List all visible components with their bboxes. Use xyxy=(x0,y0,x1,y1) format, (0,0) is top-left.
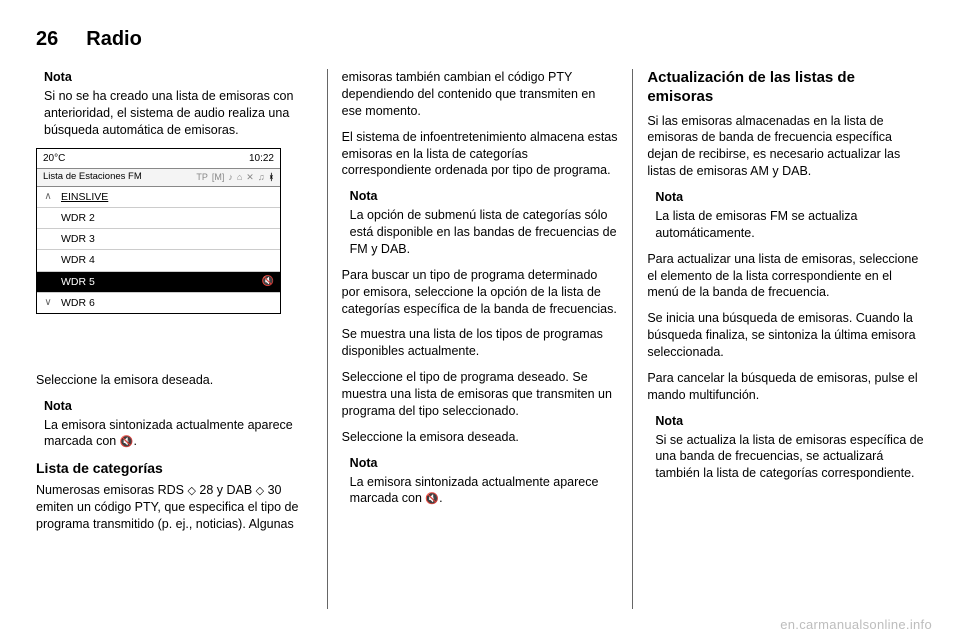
subheading: Actualización de las listas de emisoras xyxy=(647,69,924,107)
radio-status-icons: TP [M] ♪ ⌂ ✕ ♫ ᚼ xyxy=(196,171,274,183)
m-icon: [M] xyxy=(212,171,225,183)
note-body: Si se actualiza la lista de emisoras esp… xyxy=(647,432,924,483)
station-label: WDR 5 xyxy=(61,275,95,289)
column-3: Actualización de las listas de emisoras … xyxy=(632,69,924,609)
body-text: Numerosas emisoras RDS ◇ 28 y DAB ◇ 30 e… xyxy=(36,482,313,533)
body-text: Seleccione la emisora deseada. xyxy=(342,429,619,446)
radio-title-row: Lista de Estaciones FM TP [M] ♪ ⌂ ✕ ♫ ᚼ xyxy=(37,169,280,187)
body-text: Seleccione la emisora deseada. xyxy=(36,372,313,389)
note-text-b: . xyxy=(133,434,136,448)
speaker-icon: 🔇 xyxy=(262,275,274,289)
station-label: WDR 4 xyxy=(61,253,95,267)
note-heading: Nota xyxy=(36,398,313,415)
body-text: Para cancelar la búsqueda de emisoras, p… xyxy=(647,370,924,404)
body-text: Para buscar un tipo de programa determin… xyxy=(342,267,619,318)
bluetooth-icon: ᚼ xyxy=(269,171,274,183)
radio-status-bar: 20°C 10:22 xyxy=(37,149,280,170)
body-text: Se inicia una búsqueda de emisoras. Cuan… xyxy=(647,310,924,361)
body-text: Se muestra una lista de los tipos de pro… xyxy=(342,326,619,360)
watermark: en.carmanualsonline.info xyxy=(780,617,932,632)
note-heading: Nota xyxy=(342,455,619,472)
radio-time: 10:22 xyxy=(249,152,274,166)
note-body: La emisora sintonizada actualmente apare… xyxy=(36,417,313,451)
body-text: Para actualizar una lista de emisoras, s… xyxy=(647,251,924,302)
radio-temp: 20°C xyxy=(43,152,65,166)
note-icon: ♪ xyxy=(228,171,233,183)
station-label: EINSLIVE xyxy=(61,190,108,204)
note-heading: Nota xyxy=(342,188,619,205)
home-icon: ⌂ xyxy=(237,171,242,183)
station-label: WDR 3 xyxy=(61,232,95,246)
body-text: El sistema de infoentretenimiento almace… xyxy=(342,129,619,180)
text-part: 28 y DAB xyxy=(196,483,256,497)
note-body: Si no se ha creado una lista de emisoras… xyxy=(36,88,313,139)
subheading: Lista de categorías xyxy=(36,459,313,478)
x-icon: ✕ xyxy=(246,171,254,183)
body-text: emisoras también cambian el código PTY d… xyxy=(342,69,619,120)
page-header: 26 Radio xyxy=(36,28,924,51)
station-label: WDR 2 xyxy=(61,211,95,225)
note-body: La lista de emisoras FM se actualiza aut… xyxy=(647,208,924,242)
column-2: emisoras también cambian el código PTY d… xyxy=(327,69,633,609)
text-part: Numerosas emisoras RDS xyxy=(36,483,187,497)
note-heading: Nota xyxy=(647,413,924,430)
radio-station-list: ∧ EINSLIVE WDR 2 WDR 3 xyxy=(37,187,280,313)
note-text-a: La emisora sintonizada actualmente apare… xyxy=(44,418,293,449)
list-item[interactable]: WDR 3 xyxy=(37,229,280,250)
column-1: Nota Si no se ha creado una lista de emi… xyxy=(36,69,327,609)
scroll-down-icon[interactable]: ∨ xyxy=(43,296,53,310)
page-number: 26 xyxy=(36,28,58,51)
speaker-icon: 🔇 xyxy=(120,435,134,450)
body-text: Seleccione el tipo de programa deseado. … xyxy=(342,369,619,420)
list-item[interactable]: WDR 4 xyxy=(37,250,280,271)
scroll-up-icon[interactable]: ∧ xyxy=(43,190,53,204)
note-heading: Nota xyxy=(647,189,924,206)
reference-icon: ◇ xyxy=(187,484,195,499)
manual-page: 26 Radio Nota Si no se ha creado una lis… xyxy=(0,0,960,642)
speaker-icon: 🔇 xyxy=(425,492,439,507)
list-item[interactable]: ∨ WDR 6 xyxy=(37,293,280,313)
note-body: La emisora sintonizada actualmente apare… xyxy=(342,474,619,508)
radio-screen: 20°C 10:22 Lista de Estaciones FM TP [M]… xyxy=(36,148,281,314)
body-text: Si las emisoras almacenadas en la lista … xyxy=(647,113,924,181)
list-item[interactable]: ∧ EINSLIVE xyxy=(37,187,280,208)
reference-icon: ◇ xyxy=(256,484,264,499)
radio-screenshot: 20°C 10:22 Lista de Estaciones FM TP [M]… xyxy=(36,148,281,362)
list-item[interactable]: WDR 2 xyxy=(37,208,280,229)
tp-icon: TP xyxy=(196,171,208,183)
music-icon: ♫ xyxy=(258,171,265,183)
note-text-b: . xyxy=(439,491,442,505)
radio-list-title: Lista de Estaciones FM xyxy=(43,171,142,184)
content-columns: Nota Si no se ha creado una lista de emi… xyxy=(36,69,924,609)
note-text-a: La emisora sintonizada actualmente apare… xyxy=(350,475,599,506)
list-item-selected[interactable]: WDR 5 🔇 xyxy=(37,272,280,293)
radio-padding xyxy=(36,314,281,362)
station-label: WDR 6 xyxy=(61,296,95,310)
section-title: Radio xyxy=(86,28,142,51)
note-body: La opción de submenú lista de categorías… xyxy=(342,207,619,258)
note-heading: Nota xyxy=(36,69,313,86)
